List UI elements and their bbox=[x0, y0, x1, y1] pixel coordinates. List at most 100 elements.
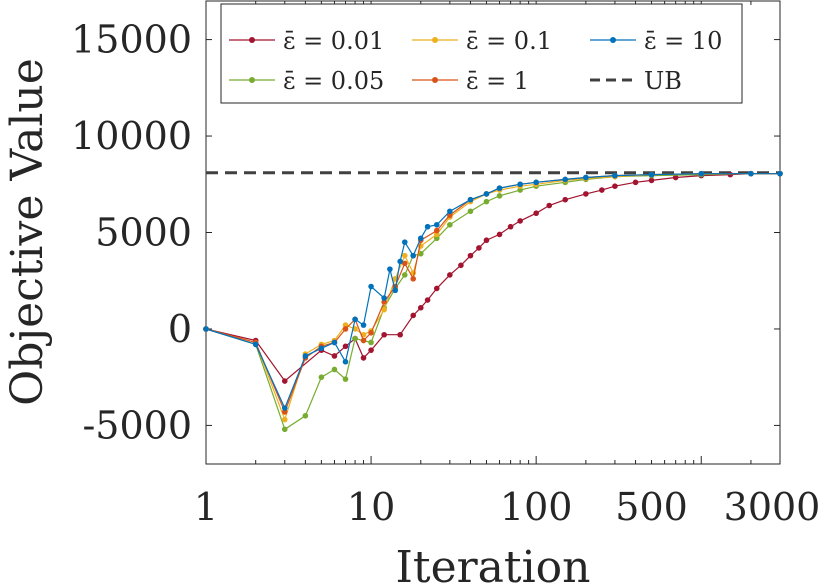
data-point bbox=[417, 235, 424, 242]
y-tick-label: 10000 bbox=[71, 114, 192, 158]
data-point bbox=[331, 366, 338, 373]
data-point bbox=[417, 304, 424, 311]
data-point bbox=[672, 174, 679, 181]
data-point bbox=[401, 239, 408, 245]
data-point bbox=[517, 187, 523, 193]
data-point bbox=[281, 409, 288, 415]
data-point bbox=[599, 187, 605, 193]
data-point bbox=[612, 183, 618, 189]
x-tick-label: 1 bbox=[194, 485, 218, 529]
y-axis: -5000 0 5000 10000 15000 bbox=[71, 18, 780, 447]
y-tick-label: 15000 bbox=[71, 18, 192, 62]
legend-marker bbox=[432, 37, 438, 43]
x-axis: 1 10 100 500 3000 bbox=[194, 1, 820, 529]
legend-box bbox=[220, 3, 743, 104]
legend-entry-UB: UB bbox=[590, 67, 682, 95]
legend-label: ε̄ = 0.1 bbox=[466, 27, 552, 55]
data-point bbox=[433, 231, 440, 238]
data-point bbox=[583, 174, 589, 181]
data-point bbox=[517, 218, 523, 224]
data-point bbox=[342, 322, 349, 328]
data-point bbox=[397, 258, 403, 265]
legend-marker bbox=[249, 37, 255, 43]
data-point bbox=[433, 227, 440, 234]
data-point bbox=[342, 376, 349, 382]
data-point bbox=[467, 196, 474, 203]
legend-marker bbox=[610, 37, 616, 43]
data-point bbox=[410, 276, 417, 282]
x-tick-label: 3000 bbox=[724, 485, 821, 529]
data-point bbox=[483, 237, 490, 244]
data-point bbox=[360, 355, 367, 361]
data-point bbox=[612, 172, 618, 179]
data-point bbox=[368, 347, 374, 353]
legend-entry-10: ε̄ = 10 bbox=[590, 27, 722, 55]
legend-marker bbox=[249, 77, 255, 83]
y-axis-label: Objective Value bbox=[2, 58, 53, 406]
x-tick-label: 100 bbox=[500, 485, 573, 529]
data-point bbox=[433, 285, 440, 292]
data-point bbox=[381, 331, 387, 338]
legend-entry-0-1: ε̄ = 0.1 bbox=[412, 27, 552, 55]
data-point bbox=[281, 416, 288, 423]
legend-entry-0-01: ε̄ = 0.01 bbox=[229, 27, 384, 55]
data-point bbox=[302, 353, 309, 359]
data-point bbox=[496, 231, 503, 238]
data-point bbox=[381, 306, 387, 313]
data-point bbox=[401, 252, 408, 259]
data-point bbox=[281, 378, 288, 384]
data-point bbox=[458, 262, 464, 269]
data-point bbox=[447, 212, 453, 218]
y-tick-label: 5000 bbox=[95, 211, 192, 255]
data-point bbox=[648, 177, 655, 184]
data-point bbox=[401, 260, 408, 267]
data-point bbox=[476, 245, 482, 251]
data-point bbox=[546, 202, 553, 209]
data-point bbox=[392, 287, 399, 294]
series-line bbox=[205, 173, 780, 410]
data-point bbox=[203, 326, 209, 332]
data-point bbox=[517, 181, 523, 188]
data-point bbox=[410, 252, 417, 259]
data-point bbox=[360, 322, 367, 328]
data-point bbox=[368, 330, 374, 336]
data-point bbox=[331, 339, 338, 346]
data-point bbox=[281, 426, 288, 433]
data-point bbox=[433, 235, 440, 242]
data-point bbox=[496, 193, 503, 199]
data-point bbox=[381, 295, 387, 301]
data-point bbox=[648, 171, 655, 178]
data-point bbox=[401, 272, 408, 278]
legend-label: ε̄ = 0.05 bbox=[283, 67, 384, 95]
data-point bbox=[302, 412, 309, 419]
data-point bbox=[562, 176, 569, 183]
data-point bbox=[342, 343, 349, 350]
legend-entry-0-05: ε̄ = 0.05 bbox=[229, 67, 384, 95]
data-point bbox=[748, 170, 754, 177]
data-point bbox=[397, 331, 403, 338]
data-point bbox=[562, 196, 569, 203]
data-point bbox=[368, 339, 374, 346]
data-point bbox=[387, 266, 393, 272]
data-point bbox=[410, 312, 417, 319]
data-point bbox=[447, 272, 453, 278]
data-point bbox=[533, 179, 539, 186]
data-point bbox=[483, 191, 490, 197]
legend-label: ε̄ = 10 bbox=[644, 27, 722, 55]
x-tick-label: 10 bbox=[347, 485, 395, 529]
data-point bbox=[318, 345, 325, 352]
y-tick-label: -5000 bbox=[82, 403, 192, 447]
data-point bbox=[533, 210, 539, 217]
series-10 bbox=[203, 170, 783, 411]
data-point bbox=[368, 283, 374, 290]
data-point bbox=[447, 208, 453, 215]
y-tick-label: 0 bbox=[168, 307, 192, 351]
data-point bbox=[447, 221, 453, 228]
data-point bbox=[433, 221, 440, 228]
data-point bbox=[352, 316, 358, 323]
data-point bbox=[424, 223, 431, 230]
data-point bbox=[342, 358, 349, 365]
data-point bbox=[583, 191, 589, 197]
data-point bbox=[360, 337, 367, 344]
